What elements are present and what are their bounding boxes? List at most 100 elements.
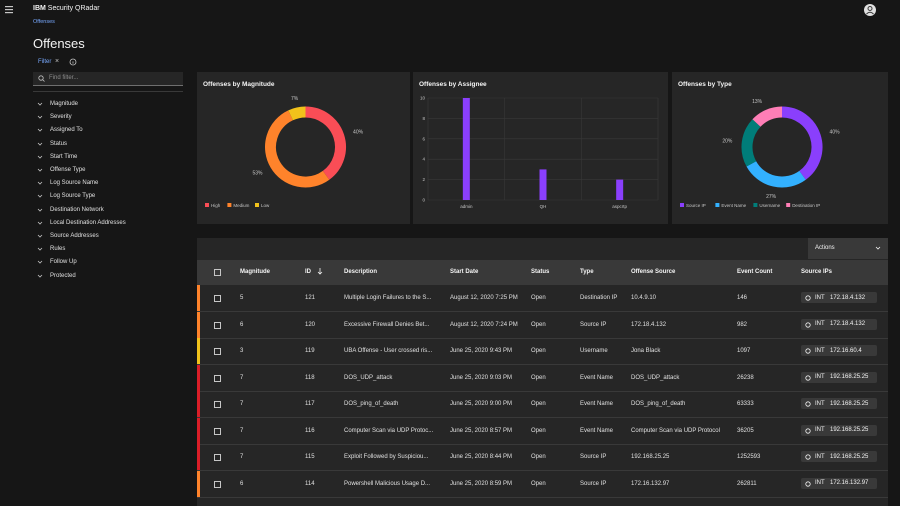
chip-icon-shape bbox=[805, 295, 811, 301]
chevron bbox=[37, 261, 43, 264]
row-checkbox[interactable] bbox=[214, 454, 221, 461]
x-tick-label: admin bbox=[460, 204, 473, 209]
ip-chip[interactable]: INT 192.168.25.25 bbox=[801, 424, 877, 436]
filter-label: Assigned To bbox=[50, 127, 83, 134]
legend-swatch bbox=[205, 203, 209, 207]
y-tick-label: 4 bbox=[422, 157, 425, 162]
filter-item[interactable]: Source Addresses bbox=[33, 231, 183, 242]
table-row[interactable]: 7 116 Computer Scan via UDP Protoc... June … bbox=[197, 417, 888, 445]
column-header[interactable]: Offense Source bbox=[631, 269, 676, 275]
filter-label: Magnitude bbox=[50, 101, 79, 107]
table-cell: Username bbox=[580, 348, 608, 354]
filter-item[interactable]: Local Destination Addresses bbox=[33, 218, 183, 229]
ip-chip[interactable]: INT 192.168.25.25 bbox=[801, 398, 877, 409]
ip-chip[interactable]: INT 172.16.60.4 bbox=[801, 345, 877, 356]
legend-label: Low bbox=[261, 203, 270, 208]
legend-label: Destination IP bbox=[792, 203, 820, 208]
chip-ip: 172.18.4.132 bbox=[830, 321, 866, 327]
filter-label: Log Source Type bbox=[50, 193, 96, 200]
filter-search[interactable]: Find filter... bbox=[33, 72, 183, 86]
filter-label: Local Destination Addresses bbox=[50, 219, 126, 226]
divider bbox=[33, 91, 183, 92]
column-header[interactable]: Status bbox=[531, 269, 550, 275]
legend-label: Medium bbox=[233, 203, 249, 208]
column-header[interactable]: Start Date bbox=[450, 269, 479, 275]
filter-item[interactable]: Rules bbox=[33, 244, 183, 255]
table-cell: Source IP bbox=[580, 321, 607, 328]
info-icon[interactable] bbox=[69, 58, 77, 66]
filter-label: Severity bbox=[50, 114, 72, 121]
table-cell: Event Name bbox=[580, 374, 614, 381]
user-avatar[interactable] bbox=[863, 3, 877, 17]
y-tick-label: 2 bbox=[422, 177, 425, 182]
row-checkbox[interactable] bbox=[214, 348, 221, 355]
table-row[interactable]: 6 114 Powershell Malicious Usage D... June … bbox=[197, 470, 888, 498]
filter-item[interactable]: Assigned To bbox=[33, 125, 183, 136]
ip-chip[interactable]: INT 172.18.4.132 bbox=[801, 292, 877, 303]
severity-bar bbox=[197, 364, 200, 391]
filter-item[interactable]: Log Source Type bbox=[33, 191, 183, 202]
row-checkbox[interactable] bbox=[214, 295, 221, 302]
severity-bar bbox=[197, 470, 200, 497]
row-checkbox[interactable] bbox=[214, 374, 221, 382]
column-header[interactable]: Type bbox=[580, 269, 594, 275]
chevron bbox=[37, 129, 43, 132]
table-cell: August 12, 2020 7:25 PM bbox=[450, 295, 518, 301]
filter-item[interactable]: Start Time bbox=[33, 152, 183, 163]
filter-item[interactable]: Offense Type bbox=[33, 165, 183, 176]
table-row[interactable]: 5 121 Multiple Login Failures to the S... A… bbox=[197, 285, 888, 312]
filter-item[interactable]: Magnitude bbox=[33, 99, 183, 110]
table-row[interactable]: 7 118 DOS_UDP_attack June 25, 2020 9:03 PM O… bbox=[197, 364, 888, 392]
table-row[interactable]: 7 117 DOS_ping_of_death June 25, 2020 9:00 … bbox=[197, 391, 888, 418]
ip-chip[interactable]: INT 172.16.132.97 bbox=[801, 477, 877, 489]
breadcrumb[interactable]: Offenses bbox=[33, 19, 55, 25]
filter-close[interactable]: × bbox=[55, 58, 60, 65]
sort-arrow[interactable] bbox=[317, 267, 323, 276]
column-header[interactable]: Description bbox=[344, 269, 378, 275]
chart-title: Offenses by Type bbox=[678, 81, 732, 88]
filter-item[interactable]: Protected bbox=[33, 271, 183, 282]
table-row[interactable]: 7 115 Exploit Followed by Suspiciou... June… bbox=[197, 444, 888, 471]
column-header[interactable]: Source IPs bbox=[801, 269, 833, 275]
filter-item[interactable]: Follow Up bbox=[33, 257, 183, 268]
table-cell: 117 bbox=[305, 401, 315, 407]
table-cell: 7 bbox=[240, 454, 244, 460]
table-cell: 116 bbox=[305, 427, 315, 434]
ip-chip[interactable]: INT 172.18.4.132 bbox=[801, 318, 877, 330]
column-header[interactable]: Event Count bbox=[737, 269, 773, 275]
table-row[interactable]: 3 119 UBA Offense - User crossed ris... Jun… bbox=[197, 338, 888, 365]
filter-item[interactable]: Destination Network bbox=[33, 205, 183, 216]
filter-item[interactable]: Log Source Name bbox=[33, 178, 183, 189]
table-cell: June 25, 2020 9:00 PM bbox=[450, 401, 513, 407]
row-checkbox[interactable] bbox=[214, 401, 221, 408]
table-cell: Jona Black bbox=[631, 348, 661, 354]
filter-label: Status bbox=[50, 140, 68, 147]
menu-icon[interactable] bbox=[5, 6, 14, 14]
y-tick-label: 8 bbox=[422, 116, 425, 121]
actions-button[interactable]: Actions bbox=[808, 238, 888, 259]
row-checkbox[interactable] bbox=[214, 427, 221, 435]
filter-item[interactable]: Severity bbox=[33, 112, 183, 123]
filter-tab[interactable]: Filter bbox=[38, 59, 52, 65]
column-header[interactable]: Magnitude bbox=[240, 269, 270, 275]
chip-tag: INT bbox=[815, 453, 825, 460]
table-cell: Source IP bbox=[580, 480, 607, 487]
brand[interactable]: IBM Security QRadar bbox=[33, 5, 100, 12]
row-checkbox[interactable] bbox=[214, 269, 221, 276]
x-tick-label: QH bbox=[540, 204, 547, 209]
search-placeholder: Find filter... bbox=[49, 75, 79, 81]
filter-item[interactable]: Status bbox=[33, 139, 183, 150]
table-cell: 146 bbox=[737, 295, 748, 301]
table-cell: Source IP bbox=[580, 454, 607, 460]
chip-icon bbox=[805, 427, 811, 434]
table-row[interactable]: 6 120 Excessive Firewall Denies Bet... Augu… bbox=[197, 311, 888, 339]
chip-icon bbox=[805, 374, 811, 381]
row-checkbox[interactable] bbox=[214, 480, 221, 488]
table-cell: 262811 bbox=[737, 480, 757, 487]
column-header[interactable]: ID bbox=[305, 269, 311, 275]
row-checkbox[interactable] bbox=[214, 321, 221, 329]
ip-chip[interactable]: INT 192.168.25.25 bbox=[801, 371, 877, 383]
ip-chip[interactable]: INT 192.168.25.25 bbox=[801, 451, 877, 462]
x-tick-label: aspcrtp bbox=[612, 204, 627, 209]
y-tick-label: 0 bbox=[422, 198, 425, 203]
